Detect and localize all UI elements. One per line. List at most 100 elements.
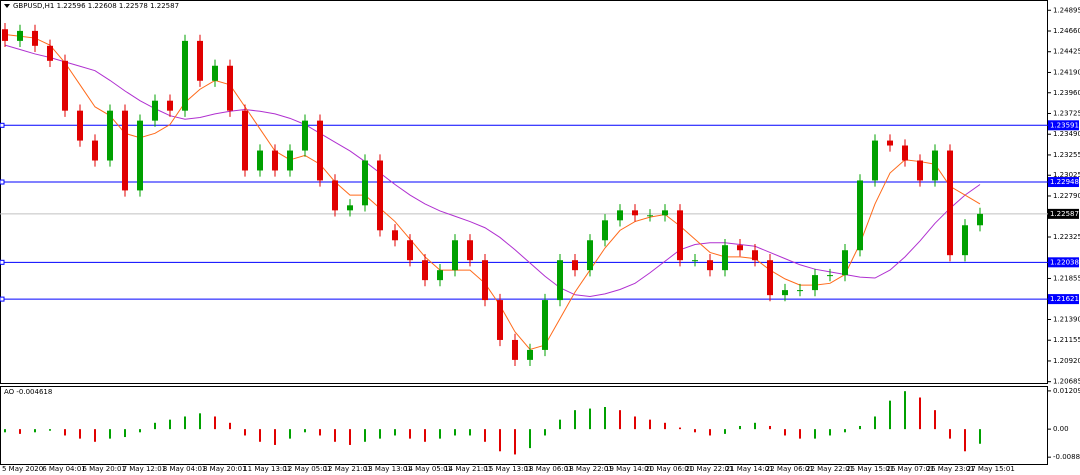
- candle-body: [152, 100, 158, 121]
- chart-title: GBPUSD,H1 1.22596 1.22608 1.22578 1.2258…: [13, 2, 179, 10]
- x-tick-label: 13 May 13:01: [364, 465, 412, 473]
- candle-body: [392, 230, 398, 241]
- candle-body: [17, 30, 23, 41]
- candle-body: [977, 213, 983, 226]
- candle-body: [272, 150, 278, 171]
- candle-body: [707, 260, 713, 271]
- menu-icon: [4, 4, 10, 8]
- y-tick-label: 1.23025: [1053, 171, 1080, 179]
- x-tick-label: 5 May 2020: [2, 465, 43, 473]
- x-tick-label: 21 May 14:01: [726, 465, 774, 473]
- candle-body: [782, 290, 788, 296]
- candle-body: [737, 245, 743, 251]
- level-label: 1.21621: [1050, 295, 1079, 303]
- x-tick-label: 18 May 22:01: [565, 465, 613, 473]
- candle-body: [47, 45, 53, 61]
- y-tick-label: 1.23255: [1053, 151, 1080, 159]
- candle-body: [77, 110, 83, 141]
- y-tick-label: 1.23960: [1053, 89, 1080, 97]
- candle-body: [617, 210, 623, 221]
- candle-body: [887, 140, 893, 146]
- candle-body: [767, 260, 773, 296]
- candle-body: [167, 100, 173, 111]
- candle-body: [842, 250, 848, 276]
- x-tick-label: 6 May 04:01: [42, 465, 86, 473]
- x-tick-label: 25 May 15:01: [846, 465, 894, 473]
- level-marker: [0, 122, 5, 128]
- candle-body: [317, 120, 323, 181]
- candle-body: [197, 40, 203, 81]
- candle-body: [122, 110, 128, 191]
- candle-body: [587, 240, 593, 271]
- y-tick-label: 1.23725: [1053, 109, 1080, 117]
- candle-body: [407, 240, 413, 261]
- candle-body: [542, 300, 548, 350]
- candle-body: [497, 300, 503, 340]
- y-tick-label: 1.21855: [1053, 274, 1080, 282]
- last-price-box: [1048, 208, 1079, 219]
- candle-body: [422, 260, 428, 281]
- x-tick-label: 12 May 21:01: [324, 465, 372, 473]
- candle-body: [182, 40, 188, 111]
- x-tick-label: 15 May 13:01: [484, 465, 532, 473]
- ao-title: AO -0.004618: [4, 388, 52, 396]
- x-tick-label: 8 May 04:01: [163, 465, 207, 473]
- candle-body: [467, 240, 473, 261]
- candle-body: [482, 260, 488, 301]
- candle-body: [2, 29, 8, 41]
- ao-pane: [0, 386, 1048, 465]
- y-tick-label: 1.20685: [1053, 378, 1080, 386]
- level-label: 1.23591: [1050, 121, 1079, 129]
- candle-body: [902, 145, 908, 161]
- level-label-box: [1048, 257, 1079, 268]
- candle-body: [377, 160, 383, 231]
- candle-body: [362, 160, 368, 206]
- candle-body: [557, 260, 563, 301]
- candle-body: [872, 140, 878, 181]
- x-tick-label: 22 May 22:01: [806, 465, 854, 473]
- candle-body: [257, 150, 263, 171]
- x-tick-label: 11 May 13:01: [243, 465, 291, 473]
- level-marker: [0, 179, 5, 185]
- y-tick-label: 0.00: [1053, 425, 1069, 433]
- x-tick-label: 26 May 23:01: [927, 465, 975, 473]
- x-tick-label: 18 May 06:01: [525, 465, 573, 473]
- y-tick-label: 1.22325: [1053, 233, 1080, 241]
- level-marker: [0, 296, 5, 302]
- y-tick-label: 1.24425: [1053, 48, 1080, 56]
- x-tick-label: 26 May 07:01: [886, 465, 934, 473]
- moving-average: [4, 34, 981, 351]
- y-tick-label: 1.21390: [1053, 315, 1080, 323]
- x-tick-label: 6 May 20:01: [82, 465, 126, 473]
- y-tick-label: -0.00886: [1053, 453, 1080, 461]
- x-tick-label: 27 May 15:01: [967, 465, 1015, 473]
- level-marker: [0, 259, 5, 265]
- candle-body: [947, 150, 953, 256]
- candle-body: [332, 180, 338, 211]
- candle-body: [452, 240, 458, 271]
- x-tick-label: 20 May 06:01: [645, 465, 693, 473]
- y-tick-label: 1.23490: [1053, 130, 1080, 138]
- level-label-box: [1048, 177, 1079, 188]
- candle-body: [32, 30, 38, 46]
- candle-body: [917, 160, 923, 181]
- candle-body: [827, 275, 833, 277]
- candle-body: [347, 205, 353, 211]
- candle-body: [752, 250, 758, 261]
- candle-body: [137, 120, 143, 191]
- level-label-box: [1048, 120, 1079, 131]
- candle-body: [107, 110, 113, 161]
- candle-body: [92, 140, 98, 161]
- candle-body: [857, 180, 863, 251]
- x-tick-label: 20 May 22:01: [685, 465, 733, 473]
- candle-body: [602, 220, 608, 241]
- y-tick-label: 1.24190: [1053, 68, 1080, 76]
- candle-body: [647, 215, 653, 217]
- candle-body: [227, 65, 233, 111]
- candle-body: [242, 110, 248, 171]
- x-tick-label: 8 May 20:01: [203, 465, 247, 473]
- level-label-box: [1048, 294, 1079, 305]
- y-tick-label: 1.20920: [1053, 357, 1080, 365]
- y-tick-label: 1.24895: [1053, 6, 1080, 14]
- x-tick-label: 14 May 05:01: [404, 465, 452, 473]
